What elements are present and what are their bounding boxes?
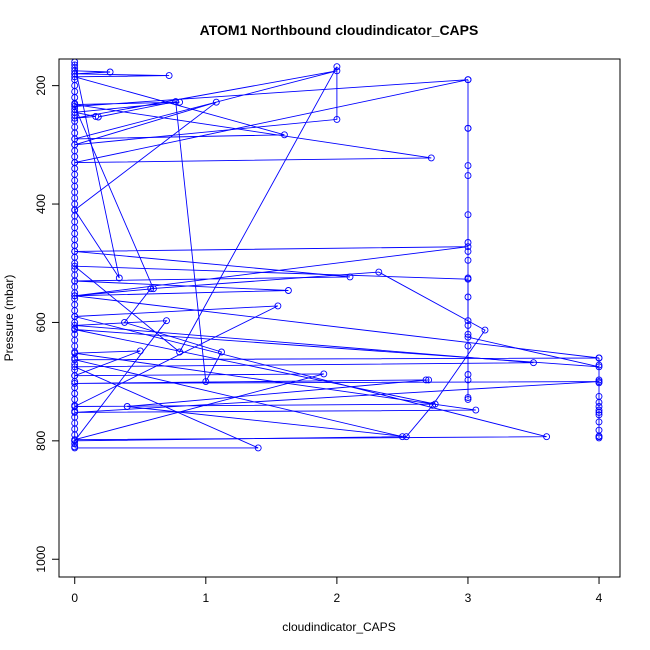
data-point — [464, 274, 472, 282]
x-tick-label: 0 — [71, 591, 78, 605]
data-point — [595, 418, 603, 426]
data-point — [472, 406, 480, 414]
data-point — [595, 379, 603, 387]
data-point — [429, 401, 437, 409]
plot-data — [71, 59, 603, 452]
data-point — [427, 154, 435, 162]
data-point — [212, 98, 220, 106]
data-point — [464, 172, 472, 180]
y-tick-label: 1000 — [34, 546, 48, 573]
data-point — [595, 376, 603, 384]
series-line-2 — [73, 64, 600, 441]
data-point — [121, 318, 128, 326]
data-point — [422, 376, 430, 384]
data-point — [464, 256, 472, 264]
x-tick-label: 2 — [334, 591, 341, 605]
data-point — [94, 113, 102, 121]
data-point — [425, 376, 433, 384]
y-axis-label: Pressure (mbar) — [2, 275, 16, 362]
data-point — [284, 287, 292, 294]
data-point — [71, 440, 79, 448]
data-point — [136, 347, 144, 355]
data-point — [320, 370, 328, 378]
data-point — [402, 433, 410, 441]
data-point — [176, 348, 184, 356]
x-tick-label: 3 — [465, 591, 472, 605]
x-tick-label: 4 — [596, 591, 603, 605]
data-point — [375, 268, 383, 276]
data-point — [464, 247, 472, 255]
data-point — [106, 68, 114, 76]
data-point — [595, 408, 603, 416]
series-line-1 — [73, 70, 600, 449]
data-point — [333, 115, 341, 123]
data-point — [595, 361, 603, 369]
data-point — [595, 398, 603, 406]
data-point — [464, 162, 472, 170]
y-tick-label: 400 — [34, 194, 48, 214]
data-point — [464, 342, 472, 350]
data-point — [464, 330, 472, 338]
data-point — [218, 348, 225, 356]
plot-frame — [58, 58, 621, 578]
data-point — [172, 98, 180, 106]
data-point — [464, 321, 472, 329]
data-point — [123, 403, 131, 410]
data-point — [92, 112, 100, 120]
data-point — [202, 378, 210, 386]
y-tick-label: 200 — [34, 75, 48, 95]
data-point — [464, 317, 472, 325]
data-point — [464, 76, 472, 84]
data-point — [71, 443, 79, 451]
chart-title: ATOM1 Northbound cloudindicator_CAPS — [200, 22, 479, 38]
data-point — [464, 239, 472, 246]
data-point — [464, 211, 472, 219]
series-line-5 — [98, 101, 486, 438]
data-point — [280, 131, 288, 139]
data-point — [274, 302, 282, 310]
data-point — [543, 433, 551, 441]
data-point — [165, 72, 173, 80]
y-tick-label: 600 — [34, 312, 48, 332]
data-point — [595, 406, 603, 414]
data-point — [176, 98, 184, 106]
data-point — [464, 376, 472, 384]
y-tick-label: 800 — [34, 431, 48, 451]
data-point — [464, 394, 472, 402]
data-point — [254, 444, 262, 452]
data-point — [595, 354, 603, 362]
data-point — [464, 293, 472, 301]
data-point — [464, 371, 472, 378]
data-point — [163, 317, 170, 325]
x-axis-label: cloudindicator_CAPS — [282, 620, 395, 634]
data-point — [595, 411, 603, 419]
data-point — [115, 274, 123, 282]
data-point — [595, 434, 603, 442]
data-point — [333, 63, 341, 71]
x-tick-label: 1 — [202, 591, 209, 605]
data-point — [464, 395, 472, 403]
data-point — [481, 326, 489, 334]
data-point — [147, 285, 155, 293]
data-point — [464, 124, 472, 132]
axis-ticks: 0 1 2 3 4 200 400 600 800 1000 — [34, 75, 603, 605]
